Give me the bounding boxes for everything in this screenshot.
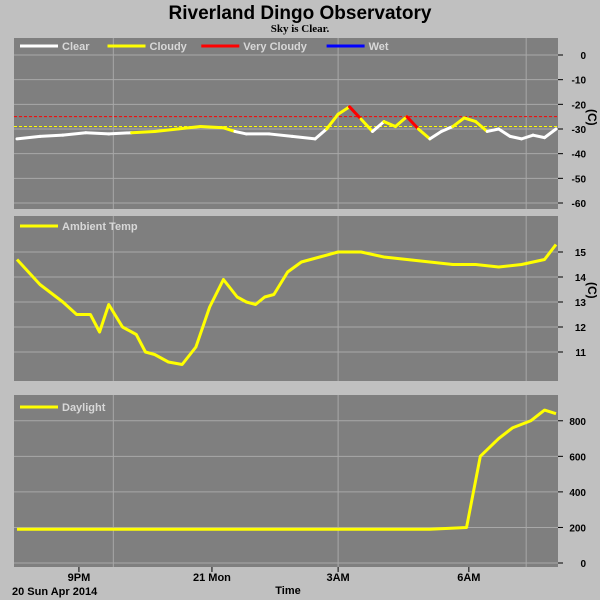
cloud-line-segment	[462, 116, 478, 124]
daylight-ytick-label: 200	[569, 523, 586, 534]
cloud-line-segment	[15, 134, 42, 141]
cloud-line-segment	[38, 133, 65, 138]
cloud-line-segment	[233, 129, 248, 136]
x-tick-label: 21 Mon	[193, 572, 231, 584]
x-axis: 9PM 21 Mon 3AM 6AM	[68, 567, 480, 584]
cloud-line-segment	[325, 112, 340, 131]
cloud-line-segment	[371, 120, 386, 133]
cloud-line-segment	[153, 127, 180, 133]
daylight-series-line	[17, 408, 557, 531]
legend-label: Daylight	[62, 402, 106, 414]
cloud-line-segment	[84, 131, 111, 136]
daylight-ytick-label: 0	[580, 559, 586, 570]
ambient-series-line	[15, 243, 558, 366]
daylight-panel: 800 600 400 200 0 Daylight	[14, 395, 586, 570]
legend-label: Wet	[369, 41, 389, 53]
legend-label: Cloudy	[150, 41, 188, 53]
cloud-line-segment	[416, 127, 432, 141]
cloud-line-segment	[359, 117, 375, 133]
cloud-line-segment	[313, 127, 329, 141]
ambient-ytick-label: 11	[575, 348, 586, 359]
legend-label: Clear	[62, 41, 90, 53]
cloud-line-segment	[531, 133, 547, 140]
chart-title: Riverland Dingo Observatory	[169, 3, 432, 24]
cloud-line-segment	[336, 105, 352, 116]
cloud-unit-label: (C)	[585, 109, 599, 126]
cloud-panel-bg	[14, 38, 558, 209]
daylight-ytick-label: 400	[569, 488, 586, 499]
cloud-line-segment	[485, 127, 501, 133]
cloud-line-segment	[221, 126, 237, 133]
ambient-temp-panel: 15 14 13 12 11 (C) Ambient Temp	[14, 216, 599, 381]
cloud-line-segment	[176, 125, 202, 131]
cloud-line-segment	[508, 134, 524, 141]
cloud-line-segment	[198, 125, 225, 130]
ambient-ytick-label: 14	[575, 273, 587, 284]
legend-label: Very Cloudy	[243, 41, 307, 53]
cloud-line-segment	[405, 115, 420, 131]
ambient-ytick-label: 13	[575, 298, 587, 309]
cloud-line-segment	[520, 133, 535, 141]
cloud-line-segment	[474, 120, 489, 133]
x-tick-label: 3AM	[326, 572, 349, 584]
cloud-panel: 0 -10 -20 -30 -40 -50 -60 (C) Clear Cloudy Very Cl…	[14, 38, 599, 210]
cloud-ytick-label: -40	[572, 150, 587, 161]
x-tick-label: 6AM	[457, 572, 480, 584]
cloud-line-segment	[451, 116, 466, 129]
ambient-ytick-label: 15	[575, 248, 587, 259]
ambient-panel-bg	[14, 216, 558, 381]
date-label: 20 Sun Apr 2014	[12, 586, 98, 598]
cloud-line-segment	[382, 120, 397, 129]
cloud-ytick-label: 0	[580, 51, 586, 62]
daylight-panel-bg	[14, 395, 558, 567]
cloud-line-segment	[348, 105, 363, 121]
chart-subtitle: Sky is Clear.	[271, 23, 330, 35]
cloud-line-segment	[130, 129, 157, 135]
cloud-ytick-label: -20	[572, 100, 587, 111]
cloud-ytick-label: -60	[572, 199, 587, 210]
cloud-line-segment	[428, 129, 443, 141]
cloud-line-segment	[497, 127, 512, 138]
x-axis-label: Time	[275, 585, 300, 597]
ambient-ytick-label: 12	[575, 323, 587, 334]
cloud-line-segment	[439, 125, 455, 133]
cloud-ytick-label: -50	[572, 174, 587, 185]
daylight-ytick-label: 600	[569, 452, 586, 463]
daylight-ytick-label: 800	[569, 417, 586, 428]
cloud-ytick-label: -10	[572, 76, 587, 87]
cloud-line-segment	[61, 131, 88, 137]
cloud-line-segment	[393, 115, 409, 129]
ambient-unit-label: (C)	[585, 282, 599, 299]
cloud-line-segment	[267, 132, 294, 138]
cloud-ytick-label: -30	[572, 125, 587, 136]
x-tick-label: 9PM	[68, 572, 91, 584]
cloud-line-segment	[107, 131, 134, 136]
legend-label: Ambient Temp	[62, 221, 138, 233]
cloud-line-segment	[290, 134, 317, 141]
cloud-line-segment	[543, 127, 558, 140]
